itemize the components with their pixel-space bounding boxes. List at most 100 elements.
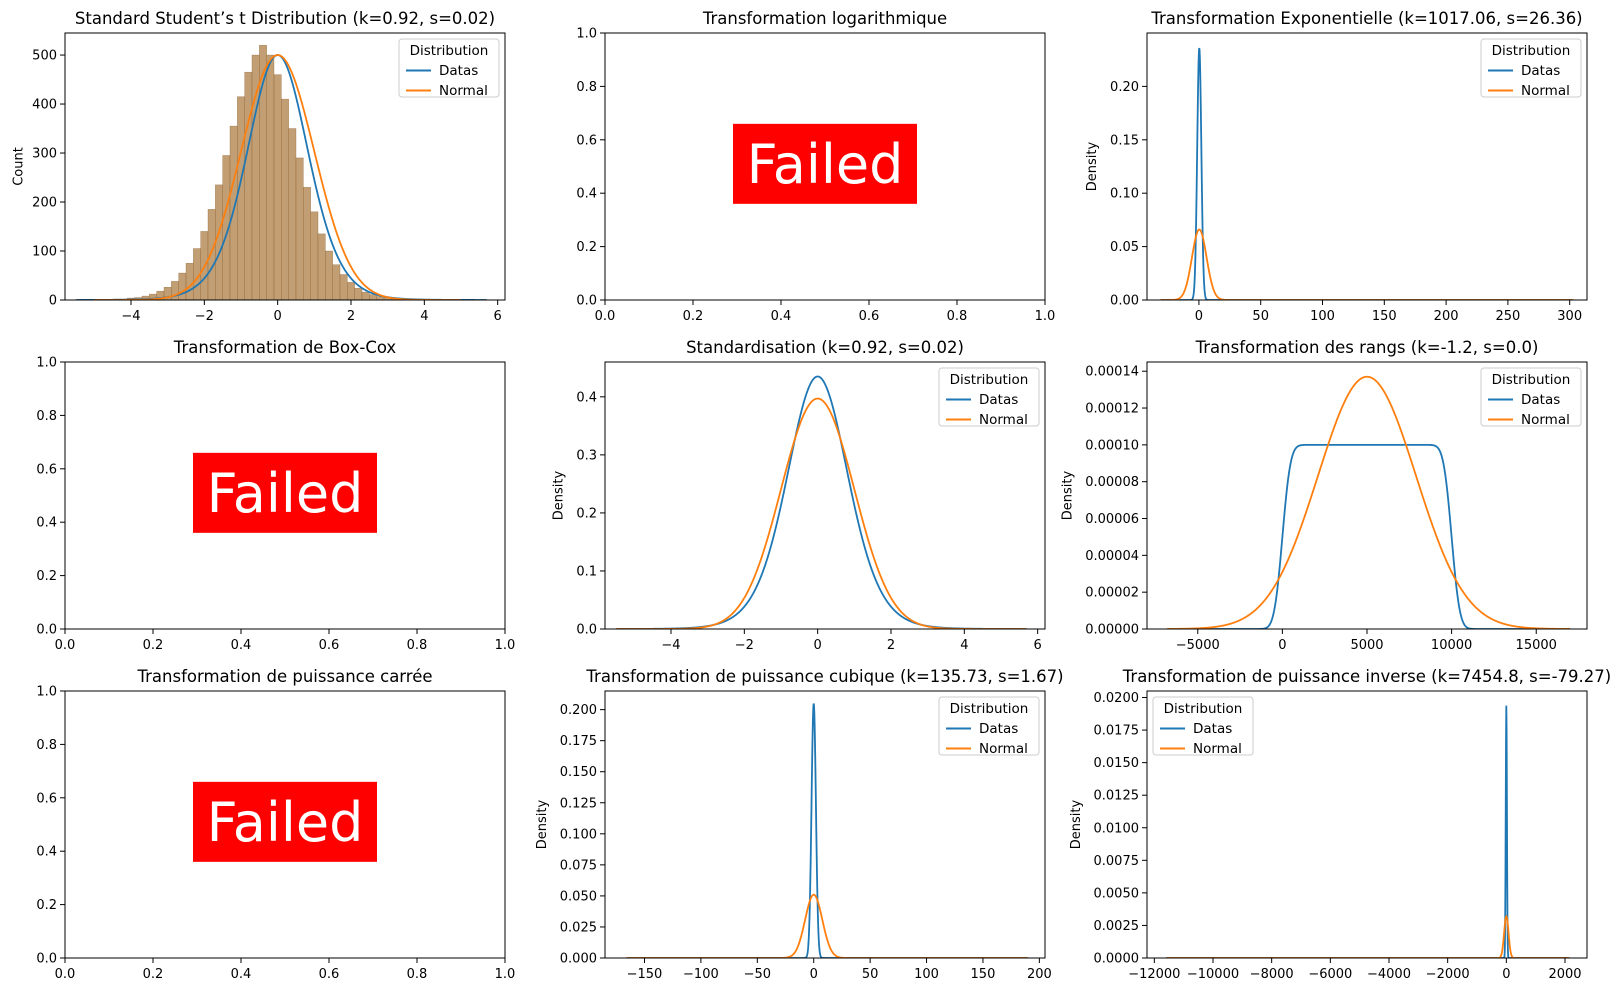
y-tick-label: 0.00010 — [1085, 438, 1139, 453]
x-tick-label: 1.0 — [1035, 309, 1056, 324]
x-tick-label: 0.4 — [231, 967, 252, 982]
chart-title: Transformation de puissance carrée — [136, 667, 432, 686]
y-tick-label: 0.175 — [560, 734, 597, 749]
x-tick-label: 0.2 — [143, 638, 164, 653]
y-tick-label: 0 — [49, 294, 57, 309]
y-tick-label: 0.2 — [36, 569, 57, 584]
chart-boxcox: 0.0 0.2 0.4 0.6 0.8 1.0 0.0 0.2 0.4 0.6 0.8 1.0 Tran… — [36, 338, 515, 653]
y-tick-label: 0.8 — [36, 409, 57, 424]
x-tick-label: 0.0 — [595, 309, 616, 324]
chart-log: 0.0 0.2 0.4 0.6 0.8 1.0 0.0 0.2 0.4 0.6 0.8 1.0 Tran… — [576, 9, 1055, 324]
y-tick-label: 0.050 — [560, 889, 597, 904]
y-tick-label: 0.0 — [576, 294, 597, 309]
chart-title: Standardisation (k=0.92, s=0.02) — [686, 338, 964, 357]
x-tick-label: 6 — [494, 309, 502, 324]
y-tick-label: 300 — [32, 147, 57, 162]
histogram-bar — [178, 272, 187, 300]
x-tick-label: 5000 — [1350, 638, 1383, 653]
x-tick-label: −2 — [195, 309, 214, 324]
histogram-bar — [207, 209, 216, 300]
y-tick-label: 0.150 — [560, 765, 597, 780]
chart-std: −4 −2 0 2 4 6 0.0 0.1 0.2 0.3 0.4 Standardisation (… — [551, 338, 1046, 653]
axes-frame — [604, 361, 1046, 630]
y-tick-label: 1.0 — [576, 27, 597, 42]
chart-square: 0.0 0.2 0.4 0.6 0.8 1.0 0.0 0.2 0.4 0.6 0.8 1.0 Tran… — [36, 667, 515, 982]
y-tick-label: 0.125 — [560, 796, 597, 811]
y-tick-label: 0.0025 — [1094, 919, 1140, 934]
y-tick-label: 0.2 — [576, 240, 597, 255]
plot-area — [1167, 375, 1571, 629]
chart-title: Transformation de Box-Cox — [173, 338, 397, 357]
legend-entry-datas: Datas — [1521, 63, 1560, 79]
chart-rank: −5000 0 5000 10000 15000 0.00000 0.00002 0.0000… — [1061, 338, 1588, 653]
plot-area — [626, 703, 1029, 958]
y-tick-label: 500 — [32, 49, 57, 64]
y-tick-label: 0.00002 — [1085, 586, 1139, 601]
x-tick-label: 1.0 — [495, 967, 516, 982]
x-tick-label: −5000 — [1176, 638, 1220, 653]
histogram-bar — [237, 96, 245, 300]
y-tick-label: 0.2 — [36, 898, 57, 913]
failed-label: Failed — [207, 791, 364, 854]
x-tick-label: 0.8 — [407, 638, 428, 653]
histogram-bar — [347, 282, 355, 300]
x-tick-label: 6 — [1034, 638, 1042, 653]
histogram-bar — [310, 211, 319, 300]
x-tick-label: 10000 — [1431, 638, 1472, 653]
y-axis-label: Density — [1085, 141, 1100, 191]
y-tick-label: 0.2 — [576, 506, 597, 521]
histogram-bar — [281, 98, 289, 300]
y-tick-label: 0.00 — [1110, 294, 1139, 309]
x-tick-label: 0 — [1195, 309, 1203, 324]
x-tick-label: 100 — [914, 967, 939, 982]
x-tick-label: −150 — [627, 967, 663, 982]
histogram-bar — [295, 157, 304, 300]
series-line-normal — [1166, 914, 1570, 958]
histogram-bar — [369, 294, 377, 300]
legend: Distribution Datas Normal — [1480, 38, 1582, 99]
histogram-bar — [171, 281, 179, 300]
y-tick-label: 0.00008 — [1085, 475, 1139, 490]
series-line-normal — [94, 54, 461, 300]
chart-inverse: −12000 −10000 −8000 −6000 −4000 −2000 0 2000 0.0… — [1069, 667, 1611, 982]
legend-entry-normal: Normal — [1521, 412, 1570, 428]
y-tick-label: 0.10 — [1110, 187, 1139, 202]
y-tick-label: 0.8 — [576, 80, 597, 95]
x-tick-label: −4 — [661, 638, 680, 653]
x-tick-label: 50 — [1252, 309, 1269, 324]
histogram-bar — [354, 287, 363, 300]
y-tick-label: 0.0150 — [1094, 756, 1140, 771]
y-tick-label: 0.1 — [576, 564, 597, 579]
x-tick-label: 1.0 — [495, 638, 516, 653]
y-tick-label: 0.00012 — [1085, 402, 1139, 417]
x-tick-label: −8000 — [1250, 967, 1294, 982]
legend: Distribution Datas Normal — [938, 367, 1040, 428]
legend-entry-normal: Normal — [1521, 83, 1570, 99]
y-tick-label: 0.0075 — [1094, 854, 1140, 869]
y-tick-label: 0.0175 — [1094, 724, 1140, 739]
chart-exp: 0 50 100 150 200 250 300 0.00 0.05 0.10 0.15 0.20 Tr… — [1085, 9, 1588, 324]
x-tick-label: 15000 — [1516, 638, 1557, 653]
y-tick-label: 0.4 — [576, 187, 597, 202]
y-tick-label: 0.00014 — [1085, 365, 1139, 380]
legend-box — [938, 367, 1040, 427]
legend-entry-datas: Datas — [979, 721, 1018, 737]
chart-title: Transformation de puissance cubique (k=1… — [585, 667, 1063, 686]
failed-label: Failed — [747, 133, 904, 196]
y-tick-label: 0.6 — [36, 462, 57, 477]
failed-badge — [193, 781, 377, 862]
chart-student: −4 −2 0 2 4 6 0 100 200 300 400 500 Standard Student… — [11, 9, 506, 324]
axes-frame — [1146, 32, 1588, 301]
x-tick-label: 2000 — [1548, 967, 1581, 982]
y-tick-label: 1.0 — [36, 356, 57, 371]
plot-area — [75, 44, 487, 300]
failed-badge — [733, 123, 917, 204]
legend-entry-datas: Datas — [979, 392, 1018, 408]
failed-badge — [193, 452, 377, 533]
legend: Distribution Datas Normal — [1480, 367, 1582, 428]
y-tick-label: 0.00000 — [1085, 623, 1139, 638]
y-tick-label: 200 — [32, 196, 57, 211]
chart-title: Transformation logarithmique — [702, 9, 947, 28]
series-line-normal — [1167, 375, 1571, 629]
